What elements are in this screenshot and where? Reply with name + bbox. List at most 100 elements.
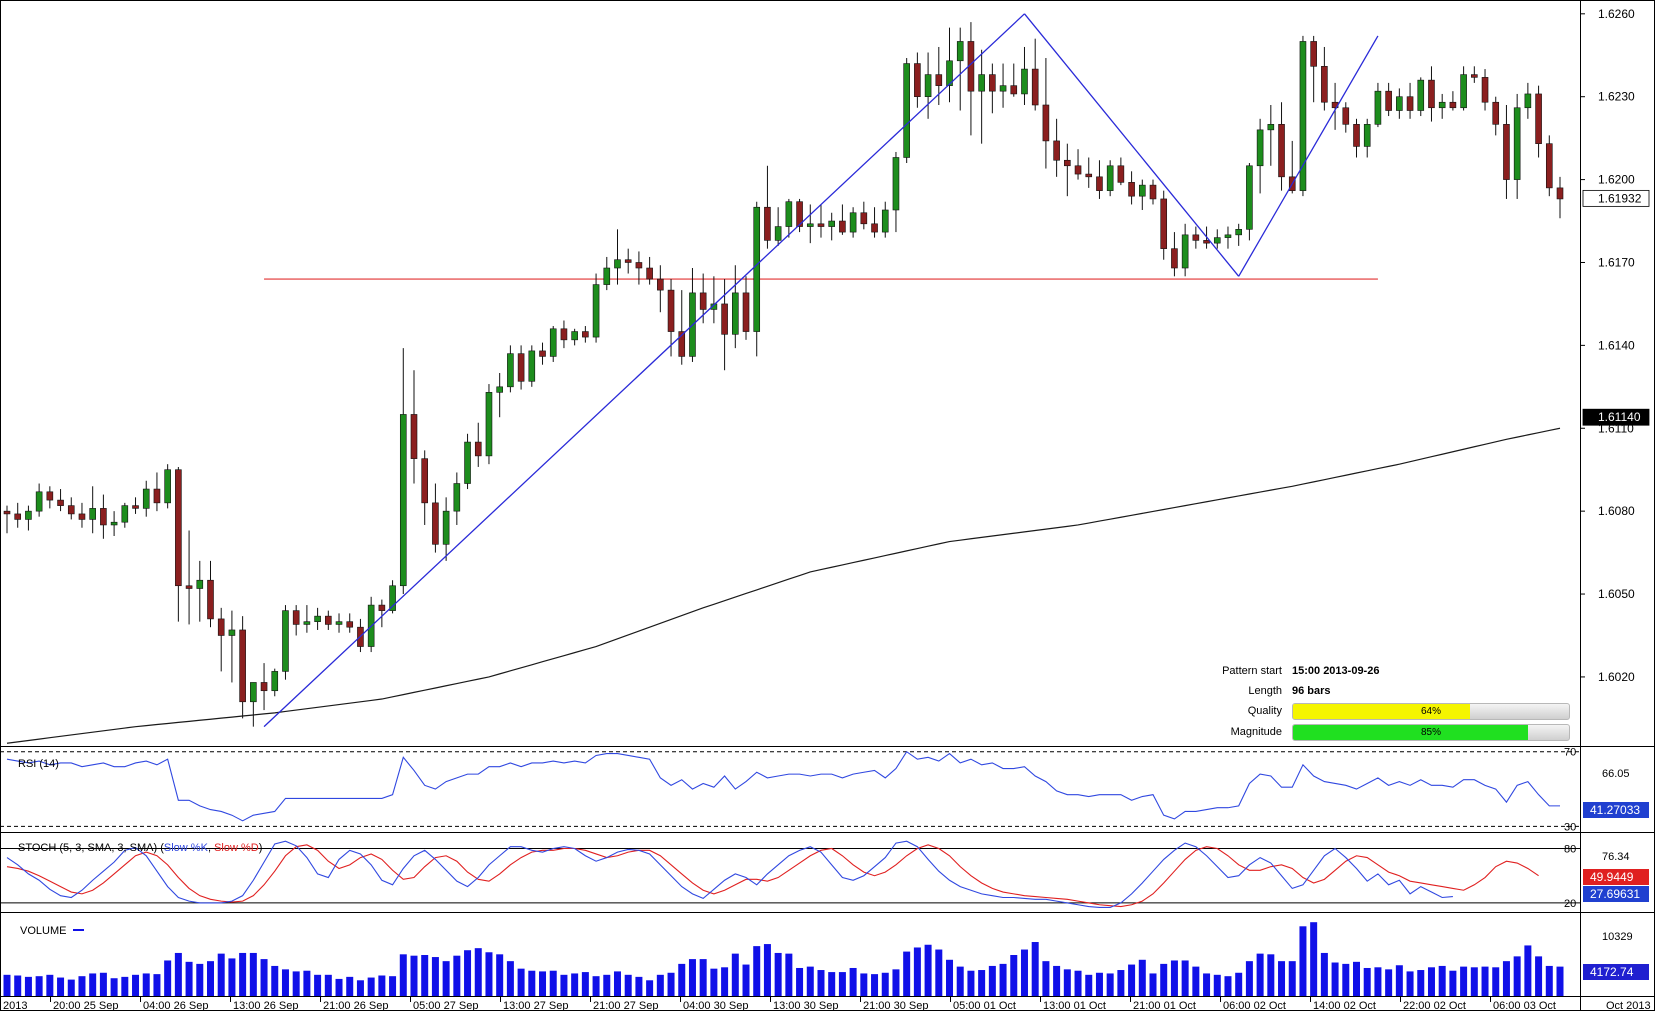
candle: [1128, 171, 1135, 205]
candle: [410, 370, 418, 484]
candle-body-bear: [421, 458, 429, 504]
volume-bar: [67, 979, 75, 996]
volume-bar: [871, 974, 879, 996]
volume-bar: [1524, 945, 1532, 996]
volume-bar: [1395, 965, 1403, 996]
candle-body-bear: [1064, 159, 1071, 167]
candle: [314, 607, 321, 630]
quality-meter-text: 64%: [1420, 706, 1441, 717]
candle: [817, 204, 825, 238]
candle-body-bear: [721, 303, 728, 335]
volume-bar: [89, 973, 97, 996]
candle-body-bear: [217, 618, 225, 636]
candle-body-bull: [1396, 96, 1403, 111]
candle: [1321, 46, 1328, 111]
candle: [1342, 102, 1350, 133]
candle-body-bear: [1192, 234, 1200, 241]
candle: [1192, 226, 1200, 249]
candle-body-bull: [999, 85, 1007, 92]
candle-body-bear: [260, 682, 268, 692]
candle: [517, 345, 525, 390]
candle: [849, 207, 857, 238]
candle: [474, 422, 482, 467]
volume-bar: [1128, 964, 1136, 996]
candle-body-bull: [1374, 90, 1382, 125]
time-tick-label: 21:00 26 Sep: [323, 1000, 388, 1011]
volume-bar: [571, 973, 579, 996]
volume-bar: [421, 955, 429, 996]
candle: [860, 201, 868, 230]
candle-body-bear: [539, 350, 546, 357]
candle: [132, 497, 139, 514]
volume-bar: [903, 951, 911, 996]
volume-bar: [485, 952, 493, 996]
volume-panel: VOLUME 10329 4172.74: [3, 922, 1649, 996]
candle-body-bear: [817, 223, 825, 227]
candle: [464, 433, 471, 490]
candle: [389, 580, 396, 614]
volume-bar: [828, 972, 836, 996]
candle-body-bear: [1481, 77, 1489, 103]
candle-body-bear: [989, 74, 996, 92]
candle: [453, 472, 461, 525]
candle: [207, 560, 214, 628]
candle: [710, 276, 718, 324]
rsi-line: [6, 750, 1560, 822]
quality-meter-fill: [1293, 704, 1470, 719]
candle-body-bull: [528, 350, 536, 382]
time-tick-label: 20:00 25 Sep: [53, 1000, 118, 1011]
candle: [271, 668, 279, 697]
candle-body-bull: [110, 521, 118, 526]
candle-body-bear: [796, 201, 803, 227]
candle-body-bear: [1471, 74, 1478, 78]
candle: [1235, 223, 1242, 246]
candle: [774, 207, 782, 246]
candle: [1460, 66, 1467, 111]
candle: [1256, 118, 1264, 194]
candle: [217, 607, 225, 672]
volume-bar: [1085, 974, 1093, 996]
ma-price-label-box: [1582, 408, 1650, 426]
candle-body-bear: [1503, 124, 1510, 180]
candle-body-bear: [657, 278, 664, 291]
candle: [635, 251, 643, 285]
candle-body-bear: [153, 488, 161, 504]
volume-bar: [431, 957, 439, 996]
volume-bar: [399, 954, 407, 996]
volume-scale-label: 10329: [1602, 931, 1633, 943]
volume-bar: [710, 968, 718, 996]
candle-body-bear: [1117, 165, 1125, 183]
stoch-k-line: [6, 840, 1453, 909]
candle: [1010, 63, 1018, 97]
time-tick-label: 13:00 26 Sep: [233, 1000, 298, 1011]
volume-bar: [196, 963, 204, 996]
volume-bar: [99, 972, 107, 996]
volume-bar: [1053, 965, 1061, 996]
candle: [57, 489, 64, 512]
candle-body-bear: [1053, 140, 1060, 161]
candle-body-bear: [207, 579, 214, 620]
volume-bar: [324, 974, 332, 996]
candle-body-bull: [785, 201, 793, 227]
volume-bar: [1481, 966, 1489, 996]
volume-bar: [731, 953, 739, 996]
candle: [1310, 35, 1317, 103]
volume-bar: [796, 967, 804, 996]
candle: [732, 265, 739, 349]
price-tick-label: 1.6080: [1598, 504, 1635, 518]
candle: [1417, 77, 1425, 117]
candle: [881, 201, 889, 238]
candle: [153, 472, 161, 512]
candle: [35, 483, 43, 517]
price-tick-label: 1.6170: [1598, 255, 1635, 269]
candle: [442, 497, 450, 561]
stoch-title-end: ): [259, 842, 263, 854]
volume-bar: [378, 975, 386, 996]
candle: [1053, 118, 1060, 177]
candle-body-bull: [196, 579, 204, 589]
volume-bar: [1556, 966, 1564, 996]
candle: [1556, 176, 1564, 219]
volume-bar: [228, 958, 236, 996]
candle-body-bear: [914, 63, 921, 98]
